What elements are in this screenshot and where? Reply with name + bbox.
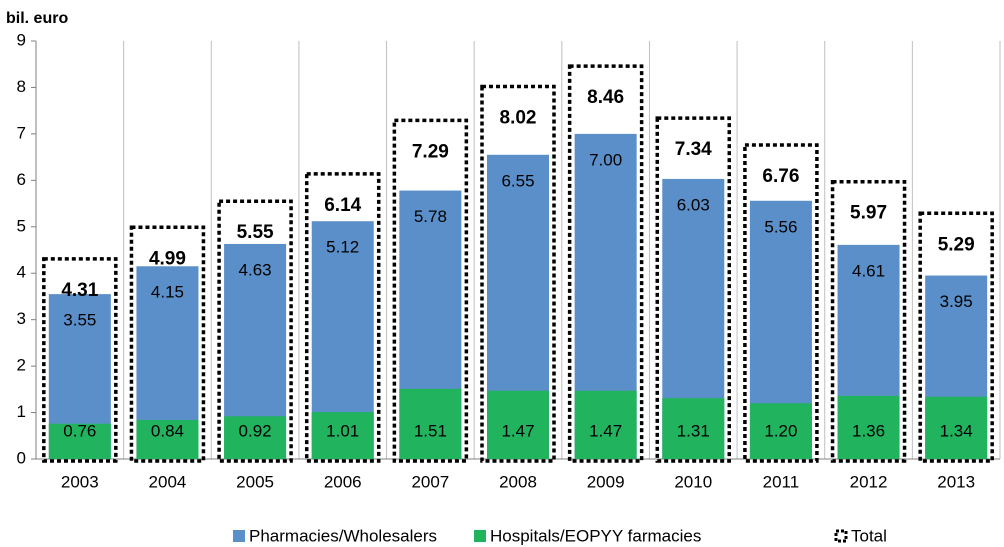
hospitals-label: 0.76: [63, 421, 96, 440]
total-label: 7.34: [675, 139, 712, 160]
total-label: 5.29: [938, 234, 975, 255]
hospitals-label: 1.51: [414, 421, 447, 440]
y-tick-label: 1: [17, 402, 26, 421]
x-tick-label: 2011: [763, 472, 800, 491]
pharmacies-label: 6.03: [677, 195, 710, 214]
hospitals-bar: [749, 403, 812, 459]
hospitals-label: 1.47: [589, 421, 622, 440]
total-box: [42, 257, 118, 463]
total-label: 6.76: [762, 166, 799, 187]
x-tick-label: 2007: [411, 472, 449, 491]
x-tick-label: 2009: [587, 472, 625, 491]
pharmacies-label: 4.61: [852, 261, 885, 280]
total-label: 4.99: [149, 248, 186, 269]
x-tick-label: 2012: [850, 472, 888, 491]
y-tick-label: 6: [17, 170, 26, 189]
hospitals-label: 1.47: [501, 421, 534, 440]
hospitals-bar: [487, 390, 549, 459]
total-label: 5.55: [237, 222, 274, 243]
y-tick-label: 7: [17, 123, 26, 142]
hospitals-bar: [48, 423, 111, 459]
hospitals-bar: [311, 412, 374, 459]
pharmacies-label: 4.63: [239, 260, 272, 279]
total-box: [655, 116, 732, 463]
total-label: 6.14: [324, 195, 361, 216]
total-box: [918, 211, 994, 463]
pharmacies-label: 6.55: [501, 171, 534, 190]
pharmacies-label: 7.00: [589, 150, 622, 169]
hospitals-bar: [136, 419, 199, 459]
pharmacies-label: 5.56: [764, 217, 797, 236]
x-tick-label: 2006: [324, 472, 362, 491]
pharmacies-label: 4.15: [151, 283, 184, 302]
hospitals-label: 1.01: [326, 421, 359, 440]
total-box: [743, 143, 819, 463]
legend-label: Hospitals/EOPYY farmacies: [490, 526, 701, 545]
y-tick-label: 2: [17, 356, 26, 375]
x-tick-label: 2013: [937, 472, 975, 491]
hospitals-label: 0.92: [239, 421, 272, 440]
y-axis-label: bil. euro: [6, 10, 68, 27]
total-box: [217, 199, 293, 463]
total-label: 5.97: [850, 203, 887, 224]
hospitals-bar: [224, 416, 287, 459]
x-tick-label: 2010: [674, 472, 712, 491]
x-tick-label: 2008: [499, 472, 537, 491]
y-tick-label: 0: [17, 448, 26, 467]
y-tick-label: 3: [17, 309, 26, 328]
hospitals-bar: [399, 388, 462, 459]
hospitals-label: 1.20: [764, 421, 797, 440]
legend-swatch: [233, 530, 245, 542]
total-label: 4.31: [61, 280, 98, 301]
hospitals-label: 1.34: [940, 421, 973, 440]
total-box: [392, 118, 469, 463]
hospitals-bar: [574, 390, 637, 459]
y-tick-label: 8: [17, 77, 26, 96]
hospitals-bar: [925, 396, 988, 459]
y-tick-label: 5: [17, 216, 26, 235]
y-tick-label: 4: [17, 263, 26, 282]
x-tick-label: 2004: [149, 472, 187, 491]
y-tick-label: 9: [17, 30, 26, 49]
total-box: [830, 179, 907, 463]
legend-label: Pharmacies/Wholesalers: [249, 526, 437, 545]
x-tick-label: 2003: [61, 472, 99, 491]
legend-swatch: [474, 530, 486, 542]
total-box: [304, 172, 381, 463]
total-box: [567, 64, 644, 463]
legend-label: Total: [851, 526, 887, 545]
hospitals-bar: [837, 395, 900, 459]
hospitals-label: 0.84: [151, 421, 184, 440]
hospitals-label: 1.36: [852, 421, 885, 440]
total-box: [129, 225, 206, 463]
legend-swatch: [834, 529, 848, 543]
hospitals-bar: [662, 398, 725, 459]
pharmacies-label: 3.95: [940, 292, 973, 311]
pharmacies-label: 5.12: [326, 238, 359, 257]
pharmacies-label: 5.78: [414, 207, 447, 226]
total-label: 8.02: [500, 108, 537, 129]
hospitals-label: 1.31: [677, 421, 710, 440]
total-box: [480, 84, 556, 463]
total-label: 7.29: [412, 141, 449, 162]
total-label: 8.46: [587, 87, 624, 108]
pharmacies-label: 3.55: [63, 311, 96, 330]
x-tick-label: 2005: [236, 472, 274, 491]
